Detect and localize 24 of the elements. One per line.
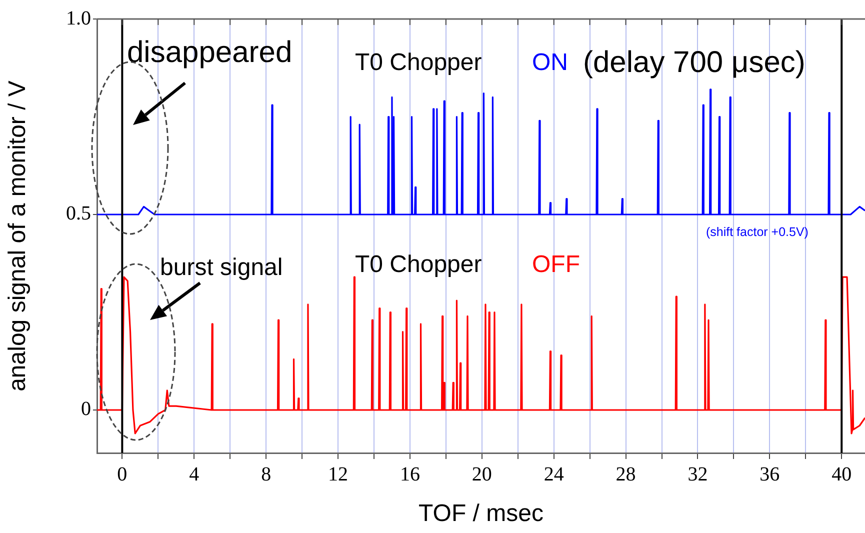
x-tick-label: 28 [616,463,636,486]
x-tick-label: 24 [544,463,564,486]
series-label: ON [532,49,568,76]
x-tick-label: 32 [688,463,708,486]
y-axis-title: analog signal of a monitor / V [4,80,32,392]
annotation: (shift factor +0.5V) [706,225,808,239]
series-label: OFF [532,251,580,278]
y-tick-label: 0 [81,398,91,420]
annotation: burst signal [160,254,283,281]
x-tick-label: 16 [400,463,420,486]
y-tick-label: 0.5 [66,202,91,225]
annotation: T0 Chopper [355,49,482,76]
x-tick-label: 0 [117,463,128,486]
x-tick-label: 40 [832,463,852,486]
x-tick-label: 12 [328,463,348,486]
x-tick-label: 4 [189,463,200,486]
x-tick-label: 8 [261,463,272,486]
x-axis-title: TOF / msec [418,500,544,528]
annotation: T0 Chopper [355,251,482,278]
annotation: disappeared [127,36,292,69]
y-tick-label: 1.0 [66,7,91,30]
x-tick-label: 20 [472,463,492,486]
annotation: (delay 700 μsec) [583,46,806,79]
x-tick-label: 36 [760,463,780,486]
